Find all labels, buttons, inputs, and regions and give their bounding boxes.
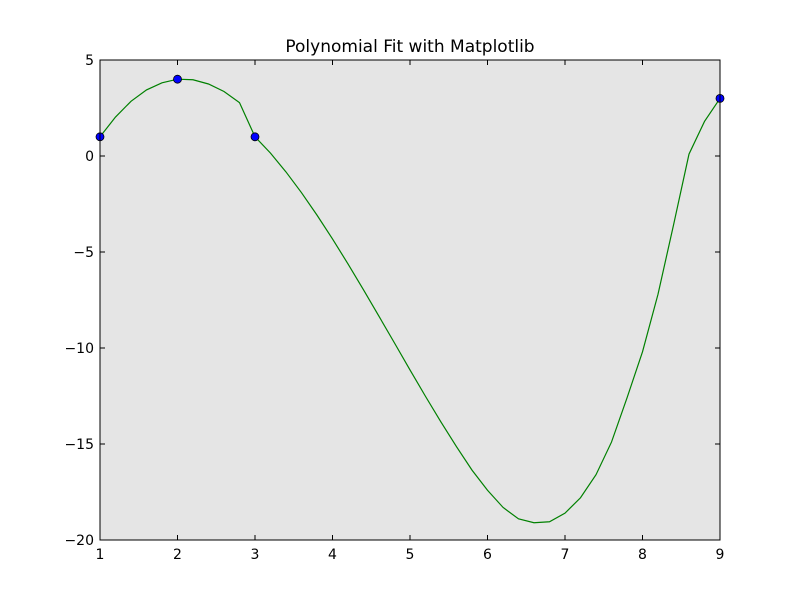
x-tick-label: 1 bbox=[96, 547, 105, 563]
x-tick-label: 7 bbox=[561, 547, 570, 563]
data-point bbox=[173, 74, 182, 84]
x-tick-label: 6 bbox=[483, 547, 492, 563]
x-tick-label: 4 bbox=[328, 547, 337, 563]
tick-layer: 1 2 3 4 5 6 7 8 9 5 0 −5 −10 −15 −20 bbox=[64, 53, 724, 563]
line-layer bbox=[99, 78, 721, 524]
plot-area bbox=[100, 60, 720, 540]
data-point bbox=[250, 132, 260, 142]
y-tick-label: 0 bbox=[85, 149, 94, 165]
fit-curve bbox=[99, 78, 721, 524]
x-tick-label: 3 bbox=[251, 547, 260, 563]
x-tick-label: 2 bbox=[173, 547, 182, 563]
x-tick-label: 8 bbox=[638, 547, 647, 563]
y-tick-label: −20 bbox=[64, 533, 94, 549]
y-tick-label: −15 bbox=[64, 437, 94, 453]
y-tick-label: −5 bbox=[73, 245, 94, 261]
y-tick-label: 5 bbox=[85, 53, 94, 69]
chart-title: Polynomial Fit with Matplotlib bbox=[285, 37, 534, 57]
y-tick-label: −10 bbox=[64, 341, 94, 357]
x-tick-label: 5 bbox=[406, 547, 415, 563]
x-tick-label: 9 bbox=[716, 547, 725, 563]
